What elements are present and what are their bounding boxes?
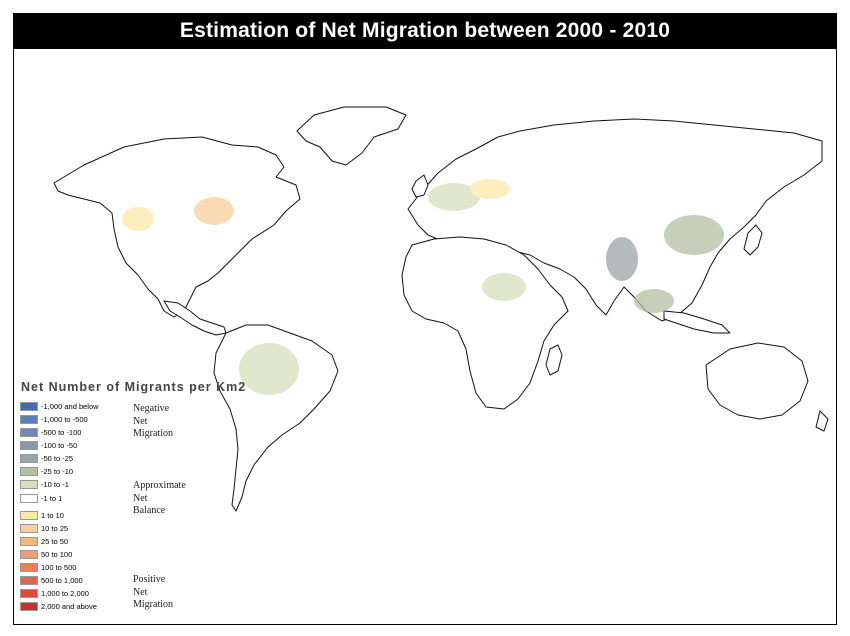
legend-item: 1 to 10 [20,510,64,520]
legend-swatch [20,466,38,476]
legend-swatch [20,453,38,463]
greenland-landmass [296,106,407,166]
legend-item: 100 to 500 [20,562,76,572]
legend-swatch [20,601,38,611]
legend-item: -500 to -100 [20,427,81,437]
legend-item: 500 to 1,000 [20,575,83,585]
legend-group-positive: Positive Net Migration [133,574,173,612]
legend-item: -10 to -1 [20,479,69,489]
legend-group-line: Positive [133,574,166,585]
legend-item-label: -100 to -50 [41,440,78,450]
legend-item-label: 25 to 50 [41,536,69,546]
legend-swatch [20,588,38,598]
legend-swatch [20,401,38,411]
legend-group-negative: Negative Net Migration [133,403,173,441]
africa-landmass [401,236,569,410]
legend-group-line: Negative [133,403,170,414]
legend-item-label: 1,000 to 2,000 [41,588,89,598]
legend-item-label: 1 to 10 [41,510,64,520]
legend-group-line: Approximate [133,480,186,491]
legend-swatch [20,427,38,437]
indonesia-landmass [663,310,731,334]
legend-item-label: 100 to 500 [41,562,77,572]
world-map [53,106,829,512]
legend-group-line: Net [133,492,148,504]
legend-item-label: -1 to 1 [41,493,63,503]
legend-item-label: 50 to 100 [41,549,73,559]
legend-item-label: -10 to -1 [41,479,69,489]
legend-item-label: 500 to 1,000 [41,575,83,585]
legend-item: 25 to 50 [20,536,68,546]
legend-group-balance: Approximate Net Balance [133,480,186,518]
legend-item-label: -1,000 and below [41,401,99,411]
legend-group-line: Net [133,415,148,427]
legend-item: 10 to 25 [20,523,68,533]
legend-swatch [20,510,38,520]
australia-landmass [705,342,809,420]
legend-item-label: 10 to 25 [41,523,69,533]
legend-swatch [20,536,38,546]
legend-group-line: Net [133,586,148,598]
madagascar-landmass [545,344,563,376]
legend-group-line: Migration [133,599,173,610]
legend-group-line: Migration [133,428,173,439]
legend-item: -25 to -10 [20,466,73,476]
legend-item-label: -25 to -10 [41,466,74,476]
legend-swatch [20,549,38,559]
legend-swatch [20,575,38,585]
legend-swatch [20,523,38,533]
legend-group-line: Balance [133,505,166,516]
new-zealand-landmass [815,410,829,432]
legend-item: 1,000 to 2,000 [20,588,89,598]
uk-landmass [411,174,429,198]
legend-item-label: -1,000 to -500 [41,414,88,424]
legend-item: -50 to -25 [20,453,73,463]
legend-swatch [20,414,38,424]
legend-item: 50 to 100 [20,549,72,559]
legend-swatch [20,440,38,450]
legend-swatch [20,493,38,503]
legend-item: -100 to -50 [20,440,77,450]
map-title: Estimation of Net Migration between 2000… [13,13,837,49]
legend-item: 2,000 and above [20,601,97,611]
japan-landmass [743,224,763,256]
legend-item-label: 2,000 and above [41,601,97,611]
legend-item: -1 to 1 [20,493,62,503]
legend-item: -1,000 to -500 [20,414,88,424]
legend-item: -1,000 and below [20,401,99,411]
legend-item-label: -500 to -100 [41,427,82,437]
north-america-landmass [53,136,301,318]
legend-swatch [20,562,38,572]
central-america-landmass [163,300,227,336]
legend-title: Net Number of Migrants per Km2 [21,380,247,394]
legend-item-label: -50 to -25 [41,453,74,463]
legend-swatch [20,479,38,489]
